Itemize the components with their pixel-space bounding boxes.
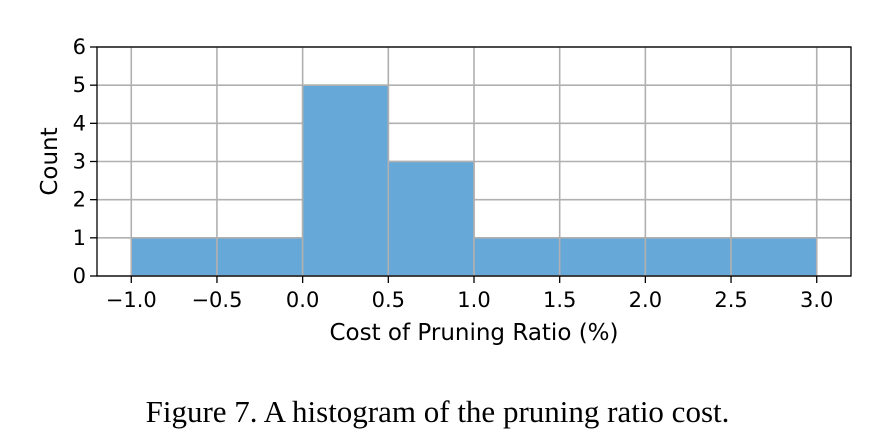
histogram-bar-2 bbox=[301, 84, 390, 277]
x-axis-ticks: −1.0 −0.5 0.0 0.5 1.0 1.5 2.0 2.5 3.0 bbox=[106, 276, 833, 312]
y-tick-label-5: 5 bbox=[73, 73, 86, 97]
y-tick-label-4: 4 bbox=[73, 111, 86, 135]
histogram-bar-7 bbox=[730, 237, 818, 277]
histogram-bar-6 bbox=[644, 237, 732, 277]
x-tick-label-6: 2.0 bbox=[629, 288, 662, 312]
histogram-bar-0 bbox=[130, 237, 218, 277]
y-tick-label-1: 1 bbox=[73, 226, 86, 250]
histogram-bar-1 bbox=[216, 237, 304, 277]
histogram-bar-5 bbox=[558, 237, 647, 277]
x-tick-label-3: 0.5 bbox=[372, 288, 405, 312]
y-tick-label-2: 2 bbox=[73, 188, 86, 212]
figure-caption: Figure 7. A histogram of the pruning rat… bbox=[145, 394, 730, 429]
y-tick-label-6: 6 bbox=[73, 35, 86, 59]
x-tick-label-2: 0.0 bbox=[286, 288, 319, 312]
x-tick-label-4: 1.0 bbox=[457, 288, 490, 312]
histogram-bars bbox=[130, 84, 818, 277]
x-tick-label-8: 3.0 bbox=[800, 288, 833, 312]
y-tick-label-0: 0 bbox=[73, 264, 86, 288]
x-tick-label-5: 1.5 bbox=[543, 288, 576, 312]
y-axis-label: Count bbox=[37, 127, 63, 195]
histogram-bar-3 bbox=[387, 160, 475, 277]
x-tick-label-0: −1.0 bbox=[106, 288, 157, 312]
x-axis-label: Cost of Pruning Ratio (%) bbox=[329, 320, 618, 346]
histogram-bar-4 bbox=[473, 237, 561, 277]
y-tick-label-3: 3 bbox=[73, 150, 86, 174]
histogram-chart: −1.0 −0.5 0.0 0.5 1.0 1.5 2.0 2.5 3.0 0 1 2 3 4 5 6 Co… bbox=[37, 35, 852, 346]
x-tick-label-1: −0.5 bbox=[191, 288, 242, 312]
y-axis-ticks: 0 1 2 3 4 5 6 bbox=[73, 35, 97, 288]
x-tick-label-7: 2.5 bbox=[714, 288, 747, 312]
